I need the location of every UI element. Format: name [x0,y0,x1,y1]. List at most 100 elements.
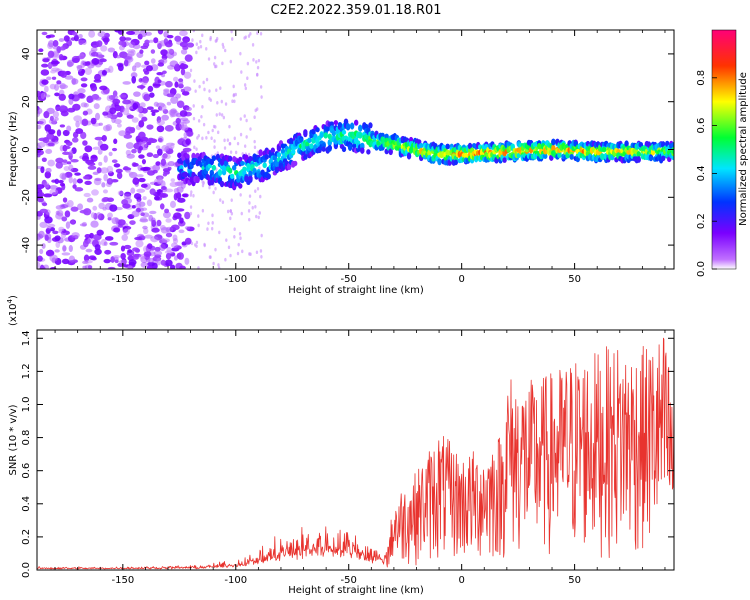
heatmap-cell [551,138,556,146]
heatmap-cell [419,142,424,149]
heatmap-cell [166,246,172,254]
heatmap-cell [243,83,247,87]
heatmap-cell [231,99,234,104]
heatmap-cell [229,253,232,258]
heatmap-cell [208,185,211,190]
heatmap-cell [92,171,99,175]
heatmap-cell [77,88,86,94]
heatmap-cell [203,87,206,92]
heatmap-cell [207,221,210,226]
heatmap-cell [82,260,89,265]
heatmap-cell [286,164,292,170]
heatmap-cell [214,39,218,43]
heatmap-cell [39,248,44,255]
heatmap-cell [255,60,258,64]
heatmap-cell [39,208,48,214]
heatmap-cell [39,266,46,269]
heatmap-cell [101,134,107,142]
heatmap-cell [58,54,64,61]
heatmap-cell [45,34,52,39]
heatmap-cell [227,155,233,162]
heatmap-cell [256,72,259,77]
heatmap-cell [223,48,227,53]
heatmap-cell [213,55,217,60]
y-tick-label: -20 [21,189,32,205]
heatmap-cell [82,140,88,146]
heatmap-cell [120,245,126,252]
heatmap-cell [445,143,450,149]
heatmap-cell [260,95,263,99]
y-tick-label: -40 [21,237,32,253]
heatmap-cell [200,114,203,119]
heatmap-cell [102,189,108,194]
heatmap-cell [303,154,308,160]
heatmap-cell [258,211,261,215]
heatmap-cell [41,157,47,162]
heatmap-cell [40,69,50,76]
heatmap-cell [233,136,236,141]
heatmap-cell [193,79,196,83]
heatmap-cell [77,203,84,211]
heatmap-cell [61,258,70,265]
heatmap-cell [109,204,118,212]
heatmap-cell [219,180,225,188]
heatmap-cell [55,157,64,164]
heatmap-cell [213,145,216,149]
heatmap-cell [264,154,269,160]
heatmap-cell [208,89,211,93]
heatmap-cell [347,143,353,151]
heatmap-cell [175,93,182,99]
heatmap-cell [50,60,60,65]
heatmap-cell [179,30,188,37]
heatmap-cell [184,226,191,230]
heatmap-cell [197,214,200,218]
heatmap-cell [252,58,255,62]
heatmap-cell [253,139,256,144]
heatmap-cell [59,82,66,90]
heatmap-cell [56,129,62,137]
heatmap-cell [43,94,51,98]
colorbar-label: Normalized spectral amplitude [738,72,749,226]
heatmap-cell [67,107,76,113]
heatmap-cell [210,136,213,140]
heatmap-cell [43,85,49,93]
heatmap-cell [41,79,49,85]
heatmap-cell [197,119,201,123]
heatmap-cell [46,133,55,140]
heatmap-cell [337,122,343,128]
heatmap-cell [96,40,103,48]
heatmap-cell [156,219,162,227]
heatmap-cell [38,48,44,53]
heatmap-cell [164,41,173,48]
heatmap-cell [38,197,45,203]
heatmap-cell [41,243,46,249]
heatmap-cell [259,85,263,89]
heatmap-cell [68,150,74,157]
heatmap-cell [126,30,136,35]
heatmap-cell [139,49,144,54]
heatmap-cell [256,65,260,70]
heatmap-cell [56,80,62,85]
heatmap-cell [170,242,178,249]
heatmap-cell [162,173,168,177]
heatmap-cell [38,137,48,142]
heatmap-cell [94,177,102,182]
heatmap-cell [132,256,139,260]
heatmap-cell [99,58,107,63]
heatmap-cell [140,212,145,217]
heatmap-cell [145,65,154,72]
heatmap-cell [245,135,248,139]
x-tick-label: -100 [224,575,247,586]
heatmap-cell [122,203,131,209]
heatmap-cell [236,251,240,256]
heatmap-cell [218,230,221,235]
spectrogram-y-label: Frequency (Hz) [8,111,19,187]
heatmap-cell [274,161,280,168]
heatmap-cell [247,209,251,213]
heatmap-cell [290,149,296,155]
heatmap-cell [238,156,243,162]
heatmap-cell [211,128,214,133]
heatmap-cell [127,265,133,269]
heatmap-cell [41,63,49,68]
heatmap-cell [173,212,182,219]
